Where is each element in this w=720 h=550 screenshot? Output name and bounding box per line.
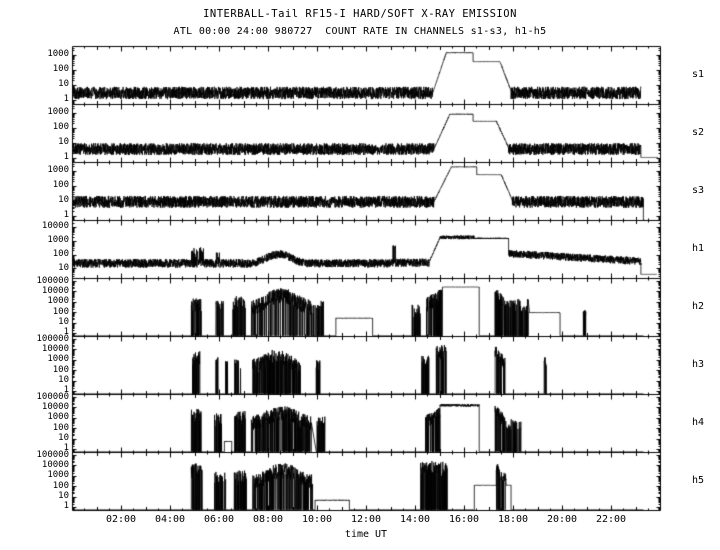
y-tick-label: 10 xyxy=(58,262,69,273)
panel-label-h3: h3 xyxy=(692,359,705,370)
y-tick-label: 1000 xyxy=(47,412,69,423)
x-tick-label: 12:00 xyxy=(350,514,382,525)
y-tick-label: 1 xyxy=(63,385,69,396)
y-tick-label: 100 xyxy=(52,306,69,317)
y-tick-label: 1 xyxy=(63,94,69,104)
y-tick-label: 1 xyxy=(63,210,69,220)
y-tick-label: 1000 xyxy=(47,470,69,481)
x-tick-label: 02:00 xyxy=(105,514,137,525)
y-tick-label: 10 xyxy=(58,491,69,501)
y-tick-label: 10000 xyxy=(41,344,69,354)
x-tick-label: 20:00 xyxy=(546,514,578,525)
y-tick-label: 100 xyxy=(52,249,69,259)
x-tick-label: 06:00 xyxy=(203,514,235,525)
y-tick-label: 1 xyxy=(63,327,69,338)
y-tick-label: 1000 xyxy=(47,354,69,365)
panel-label-s3: s3 xyxy=(692,185,705,196)
y-tick-label: 100 xyxy=(52,180,69,191)
y-tick-label: 10 xyxy=(58,137,69,148)
x-tick-label: 14:00 xyxy=(399,514,431,525)
y-tick-label: 10 xyxy=(58,317,69,327)
y-tick-label: 1000 xyxy=(47,107,69,118)
x-tick-label: 04:00 xyxy=(154,514,186,525)
y-tick-label: 100 xyxy=(52,364,69,375)
panel-label-s1: s1 xyxy=(692,69,705,80)
y-tick-label: 100 xyxy=(52,122,69,133)
y-tick-label: 10000 xyxy=(41,402,69,412)
chart-title: INTERBALL-Tail RF15-I HARD/SOFT X-RAY EM… xyxy=(203,8,517,20)
y-tick-label: 10000 xyxy=(41,460,69,470)
y-tick-label: 100000 xyxy=(36,275,69,286)
x-tick-label: 22:00 xyxy=(595,514,627,525)
y-tick-label: 100 xyxy=(52,64,69,75)
y-tick-label: 1000 xyxy=(47,49,69,60)
panel-label-h5: h5 xyxy=(692,475,705,486)
panel-label-h2: h2 xyxy=(692,301,705,312)
y-tick-label: 10000 xyxy=(41,286,69,296)
y-tick-label: 1000 xyxy=(47,235,69,246)
x-axis-label: time UT xyxy=(344,529,388,540)
y-tick-label: 10 xyxy=(58,375,69,385)
panel-label-s2: s2 xyxy=(692,127,705,138)
panel-label-h4: h4 xyxy=(692,417,705,428)
x-tick-label: 08:00 xyxy=(252,514,284,525)
y-tick-label: 1000 xyxy=(47,296,69,307)
y-tick-label: 100000 xyxy=(36,333,69,344)
y-tick-label: 10 xyxy=(58,433,69,443)
y-tick-label: 1000 xyxy=(47,165,69,176)
x-tick-label: 18:00 xyxy=(497,514,529,525)
y-tick-label: 100000 xyxy=(36,449,69,460)
y-tick-label: 10000 xyxy=(41,221,69,232)
x-tick-label: 10:00 xyxy=(301,514,333,525)
y-tick-label: 100 xyxy=(52,480,69,491)
y-tick-label: 10 xyxy=(58,195,69,206)
panel-label-h1: h1 xyxy=(692,243,705,254)
y-tick-label: 1 xyxy=(63,501,69,512)
y-tick-label: 100000 xyxy=(36,391,69,402)
y-tick-label: 10 xyxy=(58,79,69,90)
y-tick-label: 1 xyxy=(63,443,69,454)
chart-subtitle: ATL 00:00 24:00 980727 COUNT RATE IN CHA… xyxy=(173,26,547,37)
y-tick-label: 1 xyxy=(63,152,69,162)
x-tick-label: 16:00 xyxy=(448,514,480,525)
y-tick-label: 100 xyxy=(52,422,69,433)
